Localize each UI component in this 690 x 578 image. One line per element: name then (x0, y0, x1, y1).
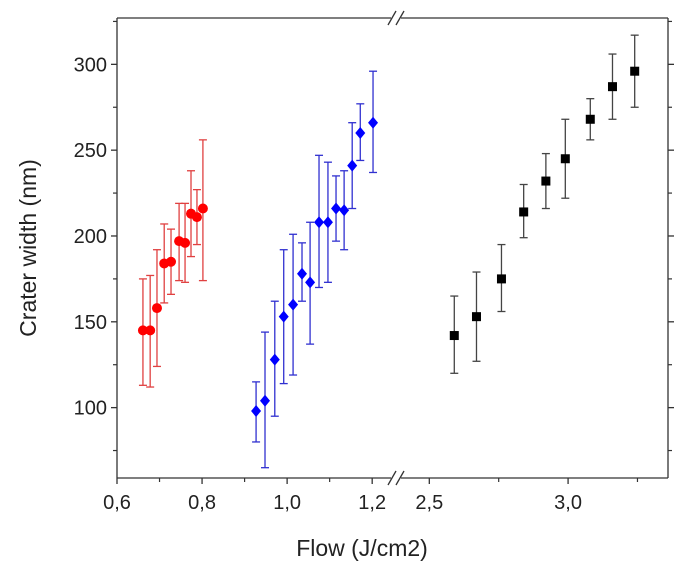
data-point (191, 212, 202, 223)
data-point (347, 159, 358, 172)
data-point (288, 298, 299, 311)
y-tick-label: 250 (74, 140, 107, 162)
axis-break-mark (395, 470, 405, 486)
data-point (314, 216, 325, 229)
axis-break-mark (387, 470, 397, 486)
data-point (180, 237, 191, 248)
axis-break-mark (387, 10, 397, 26)
data-point (166, 256, 177, 267)
data-point (541, 176, 551, 186)
data-point (560, 154, 570, 164)
y-tick-label: 150 (74, 312, 107, 334)
data-point (607, 82, 617, 92)
data-point (471, 312, 481, 322)
data-point (519, 207, 529, 217)
series-square (449, 34, 640, 374)
data-point (449, 331, 459, 341)
data-point (278, 310, 289, 323)
data-point (305, 276, 316, 289)
series-circle (137, 139, 208, 388)
x-tick-label: 0,8 (188, 492, 216, 514)
y-axis-label: Crater width (nm) (15, 159, 41, 337)
y-tick-label: 100 (74, 398, 107, 420)
data-point (585, 114, 595, 124)
y-tick-label: 200 (74, 226, 107, 248)
data-point (630, 66, 640, 76)
data-point (251, 405, 262, 418)
data-point (151, 303, 162, 314)
data-point (297, 267, 308, 280)
y-tick-label: 300 (74, 54, 107, 76)
data-point (368, 116, 379, 129)
data-point (137, 325, 148, 336)
data-point (331, 202, 342, 215)
x-axis-label: Flow (J/cm2) (296, 535, 428, 561)
data-point (197, 203, 208, 214)
x-tick-label: 0,6 (103, 492, 131, 514)
data-point (260, 394, 271, 407)
data-point (269, 353, 280, 366)
data-point (496, 274, 506, 284)
data-point (322, 216, 333, 229)
x-tick-label: 1,2 (358, 492, 386, 514)
data-point (339, 204, 350, 217)
axis-break-mark (395, 10, 405, 26)
x-tick-label: 1,0 (273, 492, 301, 514)
series-diamond (251, 70, 379, 469)
x-tick-label: 2,5 (415, 492, 443, 514)
data-point (145, 325, 156, 336)
x-tick-label: 3,0 (554, 492, 582, 514)
data-point (355, 127, 366, 139)
